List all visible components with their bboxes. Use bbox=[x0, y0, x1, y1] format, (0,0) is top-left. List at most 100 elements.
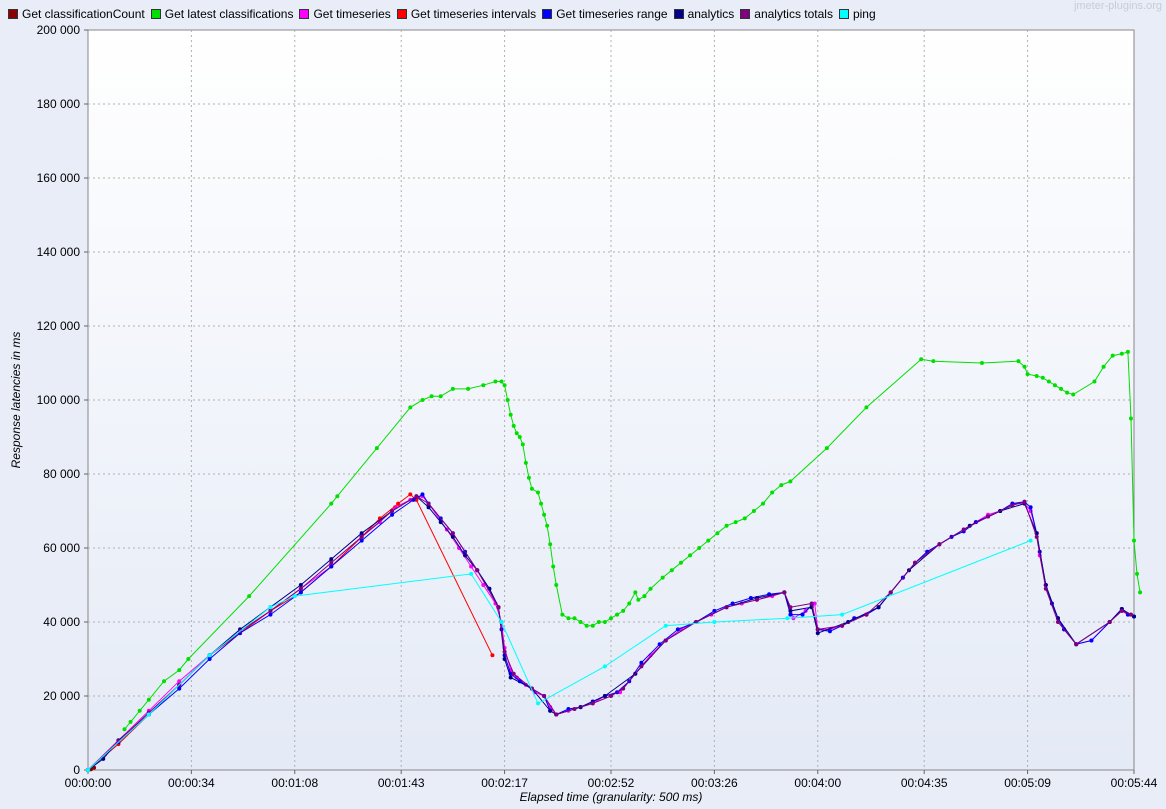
legend-item-get-timeseries: Get timeseries bbox=[299, 7, 391, 21]
data-point-get-latest-classifications bbox=[1034, 373, 1039, 378]
series-ping bbox=[86, 538, 1033, 772]
data-point-get-latest-classifications bbox=[572, 616, 577, 621]
data-point-get-latest-classifications bbox=[529, 486, 534, 491]
x-tick-label: 00:02:17 bbox=[481, 776, 528, 790]
data-point-analytics-totals bbox=[782, 590, 787, 595]
data-point-analytics-totals bbox=[961, 527, 966, 532]
grid bbox=[88, 30, 1134, 770]
data-point-analytics-totals bbox=[572, 706, 577, 711]
data-point-analytics bbox=[438, 520, 443, 525]
data-point-analytics-totals bbox=[359, 534, 364, 539]
x-tick-label: 00:05:09 bbox=[1004, 776, 1051, 790]
data-point-get-latest-classifications bbox=[678, 560, 683, 565]
data-point-get-latest-classifications bbox=[520, 442, 525, 447]
data-point-get-latest-classifications bbox=[247, 594, 252, 599]
data-point-analytics-totals bbox=[426, 501, 431, 506]
x-tick-label: 00:04:00 bbox=[794, 776, 841, 790]
data-point-analytics-totals bbox=[1074, 642, 1079, 647]
data-point-get-latest-classifications bbox=[706, 538, 711, 543]
data-point-analytics-totals bbox=[663, 638, 668, 643]
data-point-get-latest-classifications bbox=[602, 620, 607, 624]
data-point-ping bbox=[86, 768, 90, 772]
data-point-analytics bbox=[1132, 614, 1136, 619]
data-point-get-latest-classifications bbox=[1022, 364, 1027, 369]
data-point-analytics bbox=[463, 553, 468, 558]
data-point-get-latest-classifications bbox=[128, 719, 133, 724]
data-point-analytics-totals bbox=[496, 605, 501, 610]
data-point-analytics-totals bbox=[116, 739, 121, 744]
data-point-get-timeseries bbox=[481, 583, 486, 587]
legend-swatch bbox=[740, 9, 751, 19]
data-point-get-latest-classifications bbox=[511, 423, 516, 428]
data-point-get-latest-classifications bbox=[1046, 379, 1051, 384]
data-point-get-latest-classifications bbox=[566, 616, 571, 621]
data-point-get-latest-classifications bbox=[162, 679, 167, 684]
data-point-get-latest-classifications bbox=[979, 361, 984, 365]
data-point-get-timeseries-range bbox=[268, 612, 273, 617]
data-point-analytics-totals bbox=[986, 514, 991, 519]
y-tick-label: 180 000 bbox=[37, 97, 81, 111]
data-point-analytics bbox=[502, 657, 507, 661]
x-axis-title: Elapsed time (granularity: 500 ms) bbox=[520, 790, 703, 804]
data-point-ping bbox=[146, 712, 151, 717]
data-point-analytics-totals bbox=[913, 560, 918, 565]
watermark: jmeter-plugins.org bbox=[1073, 0, 1162, 12]
data-point-get-latest-classifications bbox=[584, 623, 589, 628]
data-point-get-latest-classifications bbox=[788, 479, 793, 484]
data-point-analytics-totals bbox=[511, 671, 516, 676]
y-tick-label: 80 000 bbox=[43, 467, 80, 481]
data-point-get-latest-classifications bbox=[715, 531, 720, 536]
data-point-get-timeseries-range bbox=[730, 601, 735, 606]
data-point-get-timeseries-range bbox=[359, 538, 364, 543]
data-point-get-latest-classifications bbox=[536, 490, 541, 495]
data-point-analytics-totals bbox=[554, 712, 559, 717]
data-point-get-latest-classifications bbox=[1119, 351, 1124, 356]
series-line-ping bbox=[87, 540, 1031, 771]
legend: Get classificationCount Get latest classi… bbox=[8, 6, 882, 22]
data-point-analytics bbox=[426, 505, 431, 510]
x-tick-label: 00:02:52 bbox=[588, 776, 635, 790]
legend-item-ping: ping bbox=[838, 7, 876, 21]
x-tick-label: 00:04:35 bbox=[901, 776, 948, 790]
data-point-get-latest-classifications bbox=[450, 386, 455, 391]
data-point-analytics-totals bbox=[621, 686, 626, 691]
data-point-get-latest-classifications bbox=[526, 475, 531, 480]
data-point-analytics bbox=[329, 557, 334, 562]
data-point-get-latest-classifications bbox=[514, 431, 519, 436]
data-point-get-latest-classifications bbox=[919, 357, 924, 362]
data-point-analytics-totals bbox=[390, 509, 395, 513]
data-point-get-latest-classifications bbox=[1092, 379, 1097, 384]
data-point-get-latest-classifications bbox=[523, 460, 528, 465]
legend-label: Get timeseries range bbox=[556, 7, 668, 21]
data-point-ping bbox=[292, 594, 297, 599]
legend-item-get-classificationcount: Get classificationCount bbox=[8, 7, 145, 21]
data-point-get-latest-classifications bbox=[554, 583, 559, 587]
data-point-get-latest-classifications bbox=[627, 601, 632, 606]
data-point-ping bbox=[499, 620, 504, 624]
data-point-get-timeseries-range bbox=[177, 686, 182, 691]
legend-label: Get timeseries bbox=[313, 7, 391, 21]
data-point-get-timeseries bbox=[469, 564, 474, 569]
data-point-get-latest-classifications bbox=[578, 620, 583, 624]
data-point-get-latest-classifications bbox=[779, 483, 784, 488]
data-point-get-latest-classifications bbox=[770, 490, 775, 495]
data-point-get-latest-classifications bbox=[122, 727, 127, 732]
data-point-ping bbox=[207, 653, 212, 658]
legend-swatch bbox=[542, 9, 553, 19]
data-point-get-latest-classifications bbox=[724, 523, 729, 528]
data-point-analytics-totals bbox=[1034, 534, 1039, 539]
data-point-get-latest-classifications bbox=[1125, 349, 1130, 354]
data-point-get-latest-classifications bbox=[466, 386, 471, 391]
data-point-ping bbox=[1028, 538, 1033, 543]
legend-label: Get latest classifications bbox=[164, 7, 294, 21]
data-point-get-timeseries-range bbox=[800, 612, 805, 617]
data-point-get-latest-classifications bbox=[548, 542, 553, 547]
y-tick-label: 40 000 bbox=[43, 615, 80, 629]
data-point-ping bbox=[840, 612, 845, 617]
data-point-get-latest-classifications bbox=[636, 597, 641, 602]
data-point-get-latest-classifications bbox=[1138, 590, 1143, 595]
legend-swatch bbox=[673, 9, 684, 19]
y-tick-label: 100 000 bbox=[37, 393, 81, 407]
data-point-analytics bbox=[876, 605, 881, 610]
